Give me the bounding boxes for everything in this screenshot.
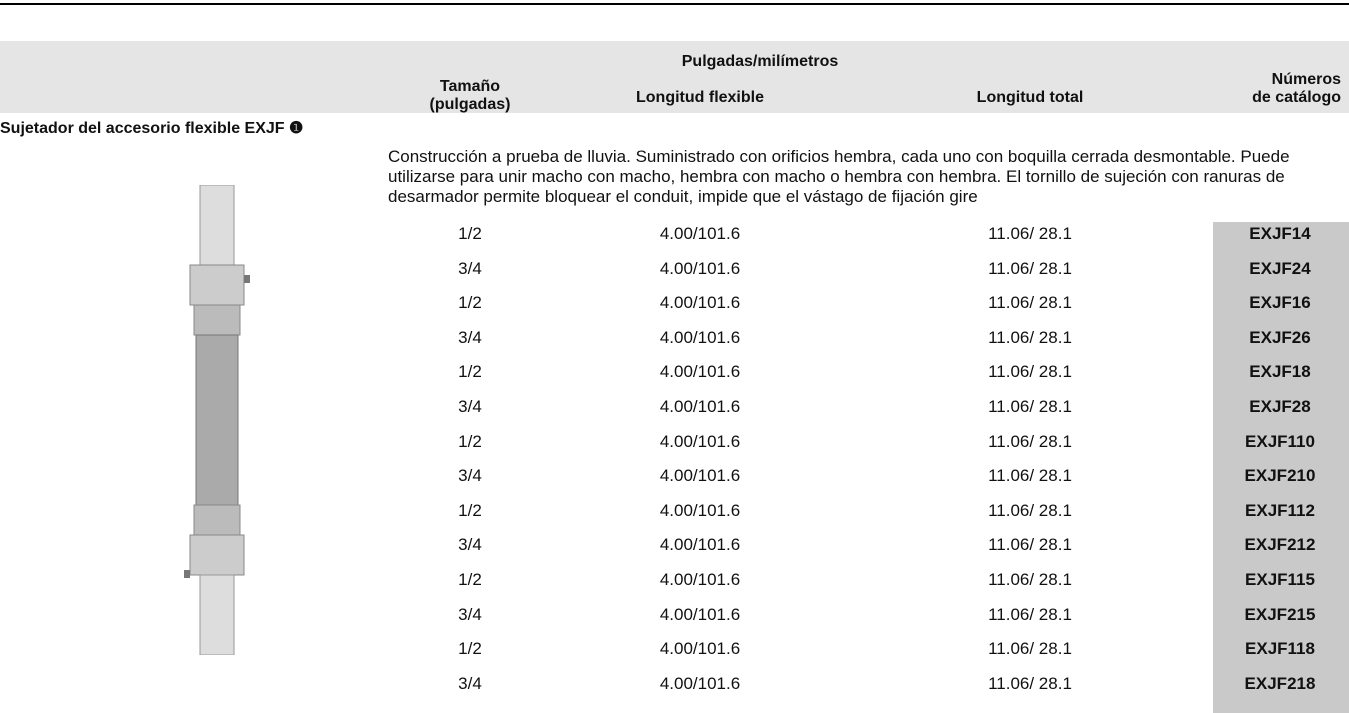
catalog-cell: EXJF210 [1244, 466, 1316, 486]
size-cell: 1/2 [458, 224, 482, 243]
total-cell: 11.06/ 28.1 [988, 673, 1072, 693]
flex-cell: 4.00/101.6 [659, 673, 741, 693]
top-rule [0, 3, 1349, 5]
flex-cell: 4.00/101.6 [659, 466, 741, 486]
total-cell: 11.06/ 28.1 [988, 327, 1072, 347]
total-cell: 11.06/ 28.1 [988, 224, 1072, 243]
flex-header: Longitud flexible [636, 89, 764, 106]
size-cell: 3/4 [458, 258, 482, 278]
size-header: Tamaño (pulgadas) [430, 78, 511, 114]
catalog-cell: EXJF215 [1244, 604, 1316, 624]
flex-cell: 4.00/101.6 [659, 397, 741, 416]
total-cell: 11.06/ 28.1 [988, 397, 1072, 416]
flex-cell: 4.00/101.6 [659, 535, 741, 555]
product-image [184, 185, 250, 655]
catalog-cell: EXJF16 [1249, 293, 1311, 313]
catalog-cell: EXJF115 [1245, 570, 1315, 589]
units-header: Pulgadas/milímetros [681, 53, 839, 70]
total-cell: 11.06/ 28.1 [988, 570, 1072, 589]
catalog-cell: EXJF110 [1245, 431, 1315, 451]
size-cell: 1/2 [458, 431, 482, 451]
size-cell: 1/2 [458, 639, 482, 659]
size-cell: 1/2 [458, 500, 482, 520]
size-cell: 3/4 [458, 673, 482, 693]
size-cell: 3/4 [458, 535, 482, 555]
catalog-cell: EXJF212 [1244, 535, 1316, 555]
size-cell: 1/2 [458, 570, 482, 589]
header-text: Tamaño [439, 78, 501, 95]
flex-cell: 4.00/101.6 [659, 639, 741, 659]
header-band [0, 41, 1349, 113]
flex-cell: 4.00/101.6 [659, 570, 741, 589]
catalog-cell: EXJF112 [1245, 500, 1315, 520]
catalog-column [1213, 222, 1349, 713]
catalog-header: Números de catálogo [1252, 71, 1341, 107]
flex-cell: 4.00/101.6 [659, 293, 741, 313]
total-cell: 11.06/ 28.1 [988, 466, 1072, 486]
flex-cell: 4.00/101.6 [659, 431, 741, 451]
description: Construcción a prueba de lluvia. Suminis… [388, 147, 1290, 206]
total-cell: 11.06/ 28.1 [988, 535, 1072, 555]
catalog-cell: EXJF28 [1249, 397, 1311, 416]
size-cell: 3/4 [458, 397, 482, 416]
total-cell: 11.06/ 28.1 [988, 639, 1072, 659]
flex-cell: 4.00/101.6 [659, 500, 741, 520]
size-cell: 1/2 [458, 293, 482, 313]
size-cell: 3/4 [458, 604, 482, 624]
size-cell: 3/4 [458, 327, 482, 347]
total-cell: 11.06/ 28.1 [988, 500, 1072, 520]
total-cell: 11.06/ 28.1 [988, 258, 1072, 278]
catalog-cell: EXJF14 [1249, 224, 1311, 243]
flex-cell: 4.00/101.6 [659, 258, 741, 278]
total-cell: 11.06/ 28.1 [988, 362, 1072, 382]
header-text: (pulgadas) [429, 96, 511, 113]
catalog-cell: EXJF218 [1244, 673, 1316, 693]
total-header: Longitud total [976, 89, 1084, 106]
size-cell: 3/4 [458, 466, 482, 486]
catalog-cell: EXJF24 [1249, 258, 1311, 278]
catalog-cell: EXJF18 [1249, 362, 1311, 382]
section-title: Sujetador del accesorio flexible EXJF ❶ [0, 120, 304, 137]
total-cell: 11.06/ 28.1 [988, 293, 1072, 313]
size-cell: 1/2 [458, 362, 482, 382]
total-cell: 11.06/ 28.1 [988, 604, 1072, 624]
flex-cell: 4.00/101.6 [659, 327, 741, 347]
flex-cell: 4.00/101.6 [659, 604, 741, 624]
flex-cell: 4.00/101.6 [659, 224, 741, 243]
header-text: Números [1271, 71, 1341, 88]
catalog-cell: EXJF118 [1245, 639, 1315, 659]
total-cell: 11.06/ 28.1 [988, 431, 1072, 451]
flex-cell: 4.00/101.6 [659, 362, 741, 382]
header-text: de catálogo [1252, 89, 1341, 106]
catalog-cell: EXJF26 [1249, 327, 1311, 347]
